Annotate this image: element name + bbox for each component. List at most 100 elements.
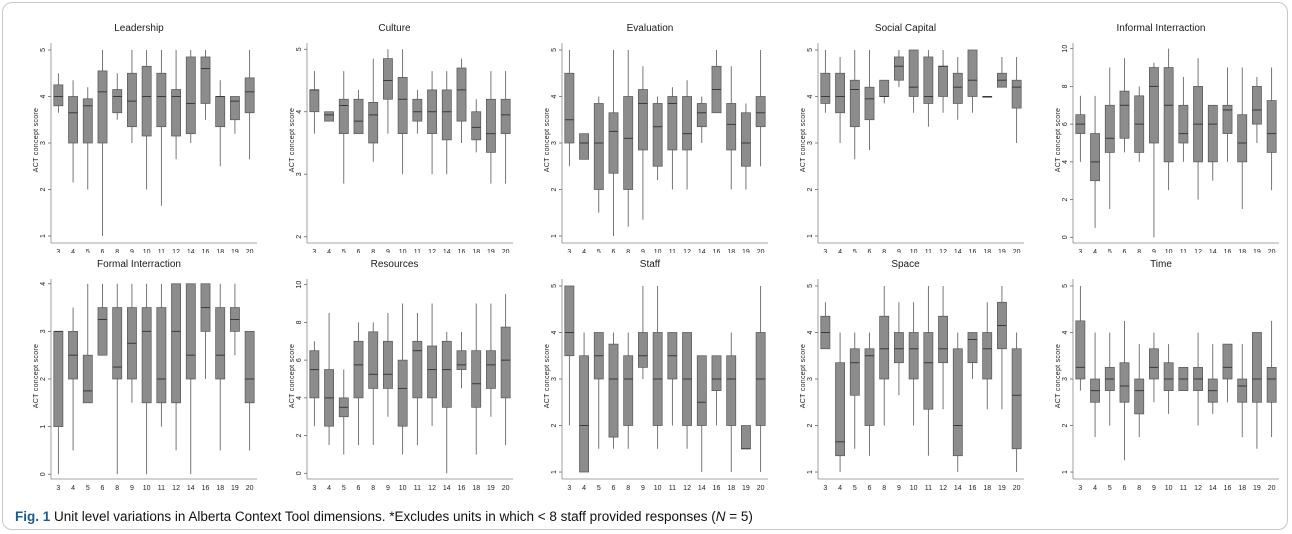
box <box>53 84 64 107</box>
box <box>426 345 437 399</box>
y-tick-label: 5 <box>1062 284 1069 288</box>
y-tick-label: 8 <box>296 320 303 324</box>
box <box>308 350 319 399</box>
x-tick-label: 16 <box>457 485 465 492</box>
x-tick-label: 18 <box>472 485 480 492</box>
x-tick-label: 3 <box>56 249 60 256</box>
chart-title: Staff <box>639 259 661 270</box>
box <box>564 72 575 144</box>
x-tick-label: 3 <box>823 249 827 256</box>
box <box>952 72 963 104</box>
box <box>97 307 108 356</box>
box <box>353 98 363 134</box>
x-tick-label: 10 <box>143 485 151 492</box>
box <box>652 103 663 167</box>
x-tick-label: 20 <box>1012 249 1020 256</box>
x-tick-label: 9 <box>641 485 645 492</box>
y-tick-label: 3 <box>551 141 558 145</box>
caption-end: = 5) <box>725 509 753 524</box>
x-tick-label: 6 <box>101 249 105 256</box>
x-tick-label: 4 <box>71 249 75 256</box>
chart-panel: 1 2 3 4 5 3 4 5 6 8 9 10 11 12 14 16 18 19 20 Staff ACT conc… <box>526 253 774 501</box>
x-tick-label: 14 <box>698 249 706 256</box>
x-tick-label: 5 <box>1108 485 1112 492</box>
x-tick-label: 8 <box>115 485 119 492</box>
x-tick-label: 12 <box>683 485 691 492</box>
x-tick-label: 4 <box>838 485 842 492</box>
y-axis-label: ACT concept score <box>544 343 551 409</box>
box <box>82 354 93 404</box>
x-tick-label: 11 <box>1180 249 1187 256</box>
x-tick-label: 11 <box>924 249 931 256</box>
x-tick-label: 16 <box>202 485 210 492</box>
x-tick-label: 3 <box>56 485 60 492</box>
box <box>864 86 874 121</box>
box <box>112 89 123 114</box>
chart-panel: 123453456891011121416181920EvaluationACT… <box>526 17 774 265</box>
x-tick-label: 5 <box>341 249 345 256</box>
box <box>1075 320 1086 380</box>
y-axis-label: ACT concept score <box>1055 107 1062 173</box>
box <box>711 355 722 391</box>
box <box>864 348 874 426</box>
chart-panel: 123453456891011121416181920Social Capita… <box>781 17 1030 265</box>
box <box>608 112 619 174</box>
box <box>441 89 452 141</box>
x-tick-label: 18 <box>1238 249 1246 256</box>
x-tick-label: 10 <box>143 249 151 256</box>
x-tick-label: 14 <box>698 485 706 492</box>
box <box>1163 362 1174 391</box>
y-tick-label: 1 <box>1062 470 1069 474</box>
x-tick-label: 4 <box>1093 485 1097 492</box>
box <box>579 355 589 473</box>
chart-title: Time <box>1150 259 1172 270</box>
box <box>338 98 349 134</box>
box <box>564 285 575 357</box>
x-tick-label: 18 <box>472 249 480 256</box>
y-tick-label: 8 <box>1062 84 1069 88</box>
box <box>908 49 919 97</box>
chart-title: Culture <box>378 23 411 34</box>
x-tick-label: 9 <box>641 249 645 256</box>
x-tick-label: 16 <box>968 485 976 492</box>
box <box>1119 362 1130 403</box>
box <box>1163 67 1174 163</box>
box <box>397 359 408 427</box>
boxplot-svg: 0 2 4 6 8 10 3 4 5 6 8 9 10 11 12 14 16 18 19 20 <box>1062 43 1279 256</box>
box <box>1104 104 1115 153</box>
x-tick-label: 20 <box>246 485 254 492</box>
x-tick-label: 8 <box>626 249 630 256</box>
x-tick-label: 11 <box>413 485 420 492</box>
x-tick-label: 6 <box>356 485 360 492</box>
x-tick-label: 9 <box>896 485 900 492</box>
y-axis-label: ACT concept score <box>33 107 40 173</box>
box <box>967 332 977 364</box>
chart-panel: 0 2 4 6 8 10 3 4 5 6 8 9 10 11 12 14 16 18 19 20 Resources AC… <box>270 253 519 501</box>
x-tick-label: 5 <box>597 485 601 492</box>
x-tick-label: 8 <box>882 249 886 256</box>
x-tick-label: 5 <box>597 249 601 256</box>
y-tick-label: 5 <box>40 48 47 52</box>
box <box>367 102 378 144</box>
y-tick-label: 5 <box>807 284 814 288</box>
x-tick-label: 16 <box>457 249 465 256</box>
box <box>981 332 992 380</box>
box <box>500 98 511 134</box>
box <box>878 315 889 380</box>
y-tick-label: 1 <box>40 425 47 429</box>
box <box>382 340 393 389</box>
box <box>244 77 255 114</box>
box <box>53 331 64 427</box>
box <box>456 67 466 122</box>
x-tick-label: 10 <box>654 485 662 492</box>
x-tick-label: 20 <box>1268 249 1276 256</box>
x-tick-label: 20 <box>1268 485 1276 492</box>
box <box>308 89 319 113</box>
box <box>1207 104 1218 163</box>
box <box>156 307 167 404</box>
y-tick-label: 4 <box>296 110 303 114</box>
y-tick-label: 2 <box>40 377 47 381</box>
x-tick-label: 11 <box>924 485 931 492</box>
